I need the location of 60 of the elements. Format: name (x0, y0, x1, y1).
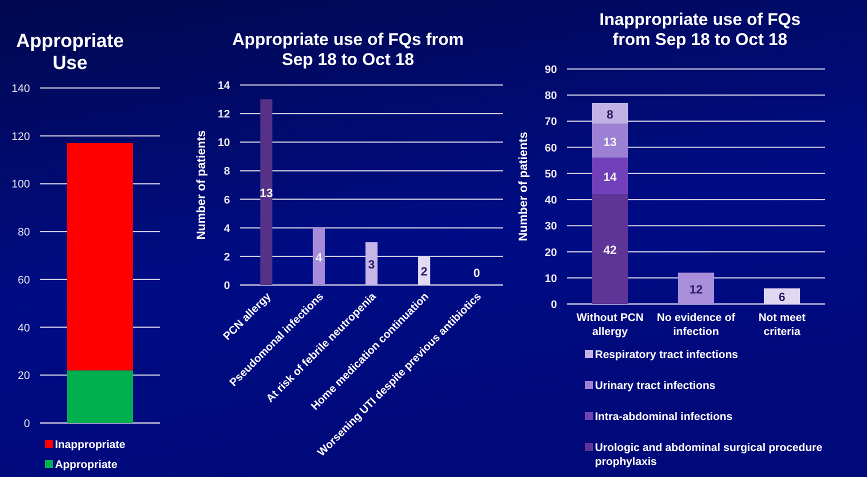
y-tick-label: 90 (544, 64, 557, 76)
legend-label: Urologic and abdominal surgical procedure prophylaxis (595, 442, 822, 468)
legend-label: Respiratory tract infections (595, 349, 738, 361)
y-tick-label: 4 (224, 222, 231, 235)
data-label: 13 (603, 134, 617, 149)
y-tick-label: 20 (18, 370, 30, 382)
chart-title: Inappropriate use of FQs from Sep 18 to Oct 18 (599, 10, 801, 49)
y-tick-label: 10 (544, 272, 557, 285)
x-tick-label: Without PCN allergy (576, 312, 644, 338)
legend-label: Appropriate (55, 459, 118, 471)
data-label: 14 (603, 170, 617, 184)
y-tick-label: 140 (12, 83, 30, 95)
bar (678, 272, 714, 304)
y-tick-label: 40 (18, 322, 30, 334)
y-axis-title: Number of patients (194, 130, 208, 240)
y-tick-label: 10 (218, 137, 230, 150)
y-tick-label: 6 (224, 194, 230, 206)
y-tick-label: 0 (24, 418, 30, 430)
data-label: 42 (603, 243, 617, 258)
y-tick-label: 40 (544, 194, 557, 207)
y-tick-label: 8 (224, 166, 230, 178)
chart-title: Appropriate use of FQs from Sep 18 to Oct 18 (232, 30, 464, 69)
y-tick-label: 14 (218, 80, 231, 92)
y-tick-label: 60 (18, 274, 30, 286)
y-tick-label: 50 (544, 168, 557, 180)
bar (260, 99, 272, 285)
y-tick-label: 80 (18, 226, 30, 239)
y-tick-label: 60 (544, 142, 557, 154)
legend-label: Intra-abdominal infections (595, 411, 733, 423)
y-tick-label: 20 (544, 246, 557, 259)
x-tick-label: No evidence of infection (656, 312, 736, 338)
legend-label: Urinary tract infections (595, 380, 716, 392)
legend-label: Inappropriate (55, 439, 126, 451)
bar (592, 102, 628, 124)
data-label: 4 (316, 250, 323, 264)
data-label: 8 (606, 107, 614, 122)
bar (592, 158, 628, 194)
y-tick-label: 30 (544, 220, 557, 233)
y-tick-label: 2 (224, 251, 230, 264)
bar (764, 288, 800, 304)
chart-title: Appropriate Use (16, 31, 124, 74)
y-tick-label: 0 (550, 299, 557, 311)
y-axis-title: Number of patients (516, 132, 530, 242)
data-label: 6 (778, 290, 786, 304)
y-tick-label: 80 (544, 90, 557, 102)
data-label: 2 (420, 264, 428, 279)
bar (592, 194, 628, 304)
y-tick-label: 12 (218, 108, 230, 121)
y-tick-label: 0 (224, 280, 230, 292)
bar (312, 228, 325, 285)
y-tick-label: 100 (12, 178, 30, 191)
y-tick-label: 120 (12, 130, 30, 143)
data-label: 0 (473, 266, 480, 280)
bar (365, 242, 378, 285)
data-label: 13 (260, 186, 274, 200)
data-label: 12 (689, 282, 703, 296)
bar (592, 124, 628, 158)
x-tick-label: Not meet criteria (758, 312, 806, 338)
y-tick-label: 70 (544, 116, 557, 128)
data-label: 3 (368, 258, 376, 272)
